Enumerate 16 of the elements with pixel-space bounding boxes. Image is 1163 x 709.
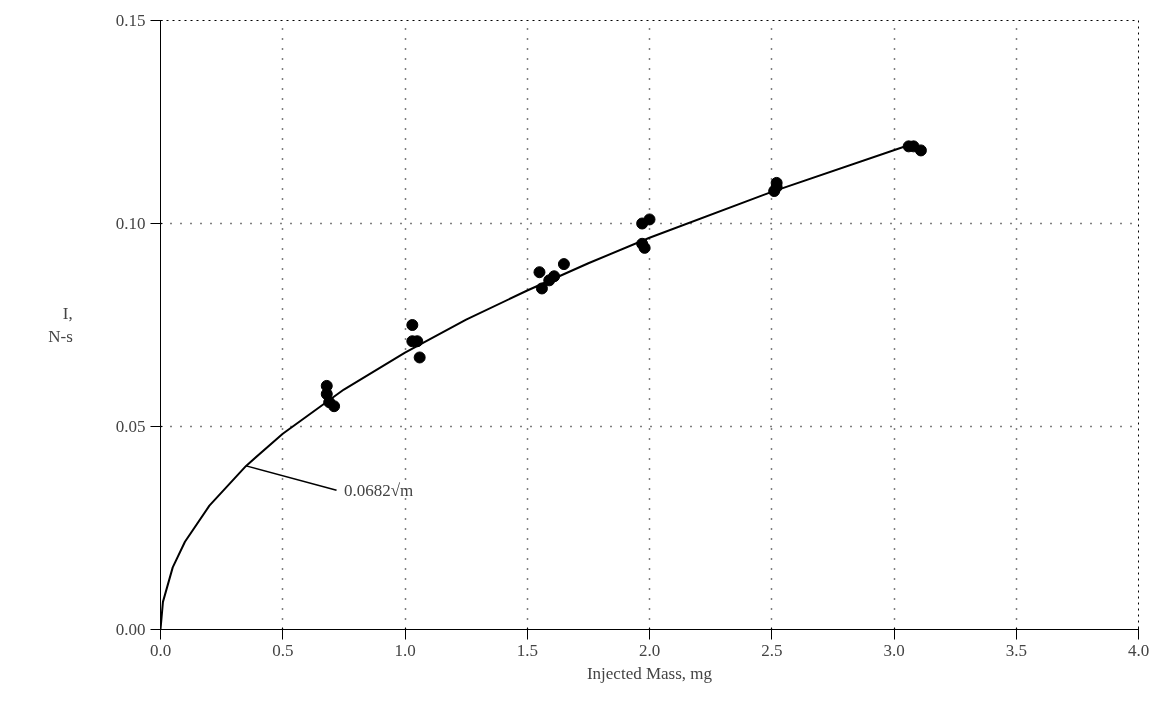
- y-tick-label: 0.00: [115, 620, 146, 639]
- x-tick-label: 2.0: [638, 640, 661, 660]
- x-tick-label: 0.5: [272, 640, 294, 660]
- x-tick-label: 3.0: [883, 640, 905, 660]
- y-axis-title: I, N-s: [48, 304, 73, 346]
- x-tick-label: 3.5: [1005, 640, 1027, 660]
- x-tick-label: 0.0: [149, 640, 172, 660]
- annotation: 0.0682√m: [343, 480, 414, 500]
- x-tick-label: 4.0: [1127, 640, 1150, 660]
- y-tick-label: 0.10: [115, 214, 146, 233]
- y-tick-label: 0.05: [115, 417, 146, 436]
- x-axis-title: Injected Mass, mg: [586, 663, 713, 683]
- x-tick-label: 1.0: [394, 640, 416, 660]
- x-tick-label: 1.5: [516, 640, 538, 660]
- x-tick-label: 2.5: [761, 640, 783, 660]
- y-tick-label: 0.15: [115, 11, 146, 30]
